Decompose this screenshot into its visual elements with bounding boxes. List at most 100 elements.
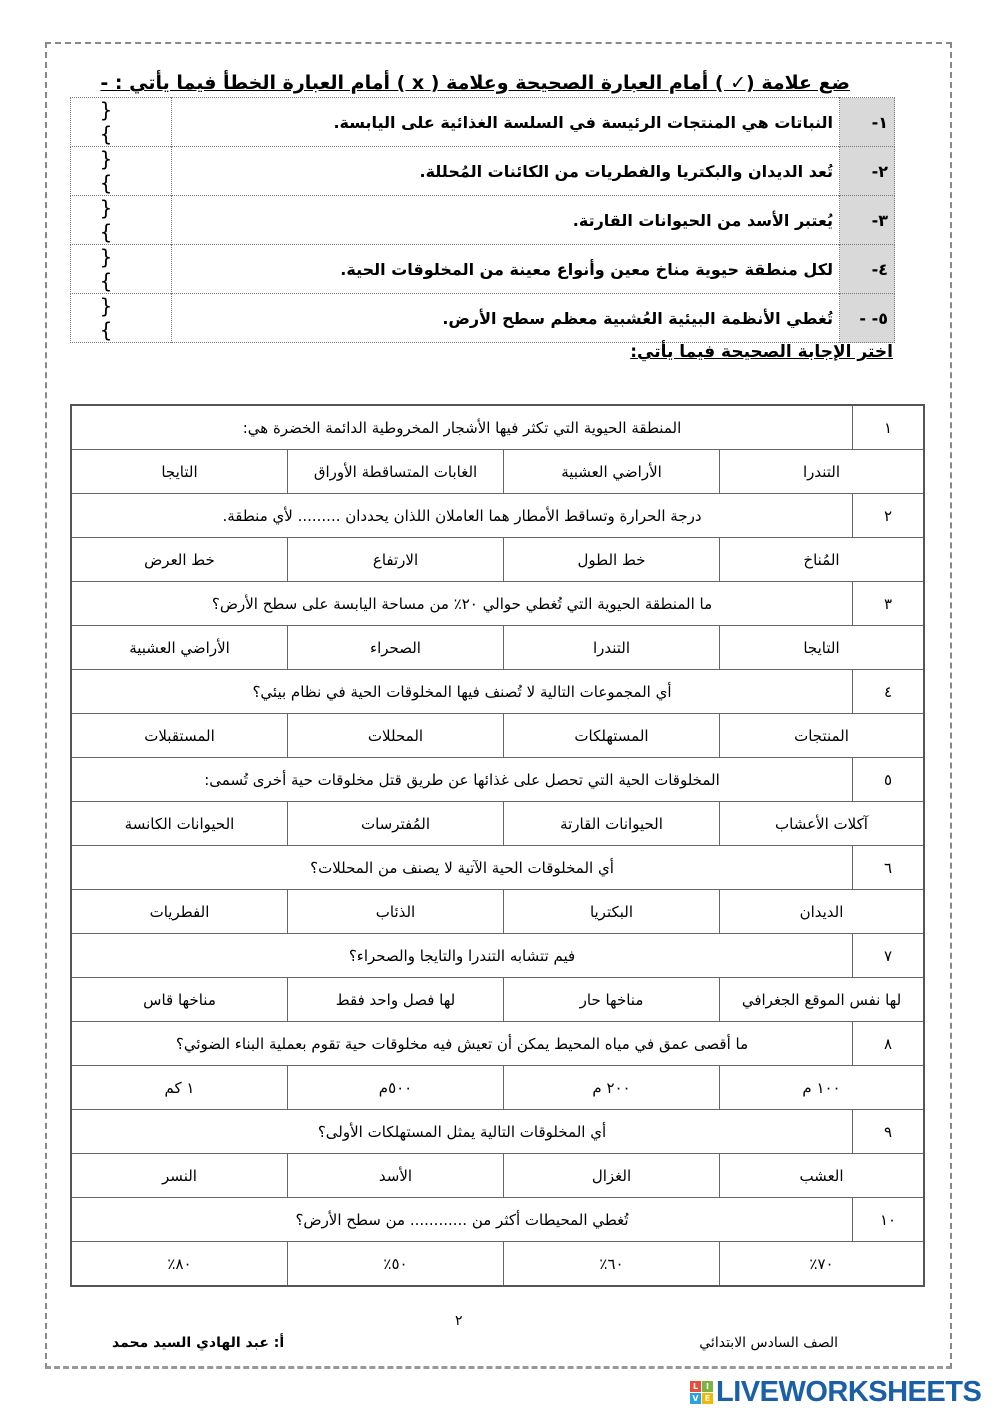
question-row: ٨ ما أقصى عمق في مياه المحيط يمكن أن تعي… [70, 1021, 925, 1066]
section1-title: ضع علامة (✓ ) أمام العبارة الصحيحة وعلام… [100, 72, 850, 94]
answer-option[interactable]: الارتفاع [287, 537, 504, 582]
options-row: آكلات الأعشاب الحيوانات القارتة المُفترسات… [70, 801, 925, 846]
statement-number: ٥- - [839, 293, 895, 343]
answer-option[interactable]: الغابات المتساقطة الأوراق [287, 449, 504, 494]
question-row: ٥ المخلوقات الحية التي تحصل على غذائها ع… [70, 757, 925, 802]
answer-option[interactable]: ٥٠٪ [287, 1241, 504, 1287]
page-number: ٢ [455, 1313, 463, 1329]
answer-brackets[interactable]: { } [70, 244, 172, 294]
answer-option[interactable]: ١٠٠ م [719, 1065, 925, 1110]
answer-option[interactable]: ٨٠٪ [70, 1241, 288, 1287]
answer-brackets[interactable]: { } [70, 195, 172, 245]
answer-option[interactable]: المُناخ [719, 537, 925, 582]
logo-text: LIVEWORKSHEETS [716, 1376, 982, 1408]
answer-option[interactable]: الذئاب [287, 889, 504, 934]
question-row: ٢ درجة الحرارة وتساقط الأمطار هما العامل… [70, 493, 925, 538]
answer-option[interactable]: مناخها حار [503, 977, 720, 1022]
answer-option[interactable]: ١ كم [70, 1065, 288, 1110]
statement-row: ٤- لكل منطقة حيوية مناخ معين وأنواع معين… [70, 244, 895, 294]
answer-option[interactable]: الأراضي العشبية [503, 449, 720, 494]
logo-letter: I [702, 1381, 713, 1392]
statement-number: ١- [839, 97, 895, 147]
answer-option[interactable]: خط الطول [503, 537, 720, 582]
answer-option[interactable]: البكتريا [503, 889, 720, 934]
answer-option[interactable]: التندرا [503, 625, 720, 670]
question-row: ١٠ تُغطي المحيطات أكثر من ............ م… [70, 1197, 925, 1242]
answer-option[interactable]: الفطريات [70, 889, 288, 934]
answer-option[interactable]: المُفترسات [287, 801, 504, 846]
answer-option[interactable]: ٦٠٪ [503, 1241, 720, 1287]
answer-option[interactable]: ٥٠٠م [287, 1065, 504, 1110]
answer-option[interactable]: آكلات الأعشاب [719, 801, 925, 846]
answer-option[interactable]: مناخها قاس [70, 977, 288, 1022]
logo-letter: E [702, 1393, 713, 1404]
answer-option[interactable]: الغزال [503, 1153, 720, 1198]
answer-brackets[interactable]: { } [70, 146, 172, 196]
question-text: تُغطي المحيطات أكثر من ............ من س… [70, 1197, 853, 1242]
answer-option[interactable]: الأسد [287, 1153, 504, 1198]
answer-option[interactable]: الحيوانات الكانسة [70, 801, 288, 846]
answer-option[interactable]: خط العرض [70, 537, 288, 582]
question-text: المخلوقات الحية التي تحصل على غذائها عن … [70, 757, 853, 802]
answer-option[interactable]: التندرا [719, 449, 925, 494]
question-number: ٨ [852, 1021, 925, 1066]
answer-brackets[interactable]: { } [70, 293, 172, 343]
grade-label: الصف السادس الابتدائي [699, 1335, 838, 1351]
answer-option[interactable]: ٧٠٪ [719, 1241, 925, 1287]
answer-option[interactable]: لها فصل واحد فقط [287, 977, 504, 1022]
options-row: المُناخ خط الطول الارتفاع خط العرض [70, 537, 925, 582]
statement-number: ٤- [839, 244, 895, 294]
options-row: ٧٠٪ ٦٠٪ ٥٠٪ ٨٠٪ [70, 1241, 925, 1287]
question-number: ٦ [852, 845, 925, 890]
answer-option[interactable]: العشب [719, 1153, 925, 1198]
answer-option[interactable]: المحللات [287, 713, 504, 758]
question-row: ١ المنطقة الحيوية التي تكثر فيها الأشجار… [70, 404, 925, 450]
question-text: المنطقة الحيوية التي تكثر فيها الأشجار ا… [70, 404, 853, 450]
answer-option[interactable]: النسر [70, 1153, 288, 1198]
question-text: أي المخلوقات الحية الآتية لا يصنف من الم… [70, 845, 853, 890]
question-number: ٤ [852, 669, 925, 714]
answer-option[interactable]: الصحراء [287, 625, 504, 670]
answer-option[interactable]: التايجا [719, 625, 925, 670]
answer-option[interactable]: الأراضي العشبية [70, 625, 288, 670]
answer-option[interactable]: المستقبلات [70, 713, 288, 758]
statement-number: ٢- [839, 146, 895, 196]
answer-option[interactable]: المنتجات [719, 713, 925, 758]
options-row: لها نفس الموقع الجغرافي مناخها حار لها فصل… [70, 977, 925, 1022]
question-number: ١ [852, 404, 925, 450]
question-text: أي المجموعات التالية لا تُصنف فيها المخل… [70, 669, 853, 714]
options-row: ١٠٠ م ٢٠٠ م ٥٠٠م ١ كم [70, 1065, 925, 1110]
options-row: العشب الغزال الأسد النسر [70, 1153, 925, 1198]
question-row: ٣ ما المنطقة الحيوية التي تُغطي حوالي ٢٠… [70, 581, 925, 626]
multiple-choice-table: ١ المنطقة الحيوية التي تكثر فيها الأشجار… [70, 404, 925, 1287]
options-row: الديدان البكتريا الذئاب الفطريات [70, 889, 925, 934]
answer-option[interactable]: لها نفس الموقع الجغرافي [719, 977, 925, 1022]
answer-option[interactable]: المستهلكات [503, 713, 720, 758]
question-row: ٦ أي المخلوقات الحية الآتية لا يصنف من ا… [70, 845, 925, 890]
question-row: ٧ فيم تتشابه التندرا والتايجا والصحراء؟ [70, 933, 925, 978]
statement-text: النباتات هي المنتجات الرئيسة في السلسة ا… [171, 97, 840, 147]
statement-row: ٥- - تُغطي الأنظمة البيئية العُشبية معظم… [70, 293, 895, 343]
question-text: ما أقصى عمق في مياه المحيط يمكن أن تعيش … [70, 1021, 853, 1066]
page-border [45, 42, 952, 1369]
statement-text: تُعد الديدان والبكتريا والفطريات من الكا… [171, 146, 840, 196]
statement-text: تُغطي الأنظمة البيئية العُشبية معظم سطح … [171, 293, 840, 343]
question-row: ٤ أي المجموعات التالية لا تُصنف فيها الم… [70, 669, 925, 714]
question-number: ٧ [852, 933, 925, 978]
statement-row: ٢- تُعد الديدان والبكتريا والفطريات من ا… [70, 146, 895, 196]
answer-brackets[interactable]: { } [70, 97, 172, 147]
answer-option[interactable]: الديدان [719, 889, 925, 934]
options-row: التايجا التندرا الصحراء الأراضي العشبية [70, 625, 925, 670]
statement-number: ٣- [839, 195, 895, 245]
answer-option[interactable]: التايجا [70, 449, 288, 494]
answer-option[interactable]: الحيوانات القارتة [503, 801, 720, 846]
question-number: ٥ [852, 757, 925, 802]
question-text: درجة الحرارة وتساقط الأمطار هما العاملان… [70, 493, 853, 538]
answer-option[interactable]: ٢٠٠ م [503, 1065, 720, 1110]
teacher-name: أ: عبد الهادي السيد محمد [112, 1335, 285, 1351]
question-row: ٩ أي المخلوقات التالية يمثل المستهلكات ا… [70, 1109, 925, 1154]
statement-row: ٣- يُعتبر الأسد من الحيوانات القارتة. { … [70, 195, 895, 245]
question-text: أي المخلوقات التالية يمثل المستهلكات الأ… [70, 1109, 853, 1154]
